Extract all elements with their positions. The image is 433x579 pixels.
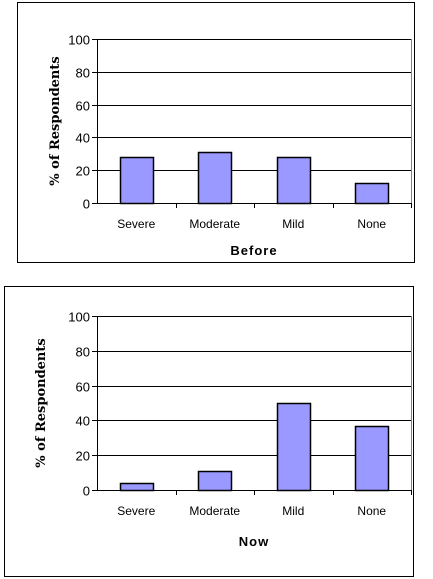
x-category-label: Severe — [117, 504, 155, 518]
bar-moderate — [197, 470, 233, 492]
bar-severe — [119, 156, 155, 205]
bar-severe — [119, 482, 155, 492]
y-tick-label: 40 — [76, 131, 90, 146]
x-axis-title: Before — [230, 243, 277, 258]
bar-none — [354, 182, 390, 205]
y-tick-label: 60 — [76, 380, 90, 395]
y-tick-label: 100 — [68, 310, 90, 325]
chart-now: 0 20 40 60 80 100 Severe Moderate Mild None Now % o… — [4, 286, 414, 577]
x-category-label: Severe — [117, 217, 155, 231]
y-tick-label: 20 — [76, 449, 90, 464]
y-axis-title: % of Respondents — [48, 56, 63, 185]
x-category-label: Mild — [282, 217, 304, 231]
y-axis-title: % of Respondents — [34, 338, 49, 467]
bar-mild — [276, 402, 312, 492]
y-tick-label: 80 — [76, 345, 90, 360]
x-category-label: None — [357, 504, 386, 518]
chart-before: 0 20 40 60 80 100 Severe Moderate Mild None Before… — [17, 2, 415, 263]
x-category-label: Mild — [282, 504, 304, 518]
y-tick-label: 60 — [76, 99, 90, 114]
y-tick-label: 0 — [83, 197, 90, 212]
x-axis-title: Now — [239, 534, 269, 549]
bar-none — [354, 425, 390, 492]
y-tick-label: 0 — [83, 484, 90, 499]
y-tick-label: 80 — [76, 66, 90, 81]
y-tick-label: 100 — [68, 33, 90, 48]
x-category-label: Moderate — [189, 504, 240, 518]
bar-moderate — [197, 151, 233, 205]
bar-mild — [276, 156, 312, 205]
y-tick-label: 20 — [76, 164, 90, 179]
x-category-label: Moderate — [189, 217, 240, 231]
x-category-label: None — [357, 217, 386, 231]
y-tick-label: 40 — [76, 414, 90, 429]
